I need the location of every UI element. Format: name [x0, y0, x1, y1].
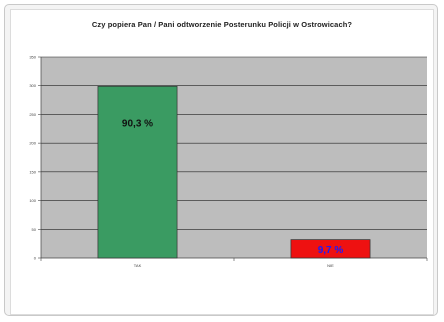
bar-tak: [97, 85, 178, 259]
y-tick-label: 250: [29, 112, 36, 117]
x-axis-labels: TAK NIE: [134, 263, 334, 268]
data-labels: 90,3 % 9,7 %: [122, 118, 343, 255]
x-tick-label: TAK: [134, 263, 142, 268]
chart-title: Czy popiera Pan / Pani odtworzenie Poste…: [91, 20, 353, 29]
bar-nie: [290, 239, 371, 259]
y-axis-ticks: 0 50 100 150 200 250 300 350: [29, 55, 41, 261]
y-tick-label: 150: [29, 169, 36, 174]
y-tick-label: 50: [32, 227, 37, 232]
y-tick-label: 200: [29, 141, 36, 146]
y-tick-label: 100: [29, 198, 36, 203]
y-tick-label: 0: [34, 256, 37, 261]
bars: [97, 85, 371, 259]
data-label-nie: 9,7 %: [318, 245, 344, 256]
data-label-tak: 90,3 %: [122, 118, 153, 129]
y-tick-label: 350: [29, 55, 36, 60]
x-tick-label: NIE: [327, 263, 334, 268]
y-tick-label: 300: [29, 83, 36, 88]
